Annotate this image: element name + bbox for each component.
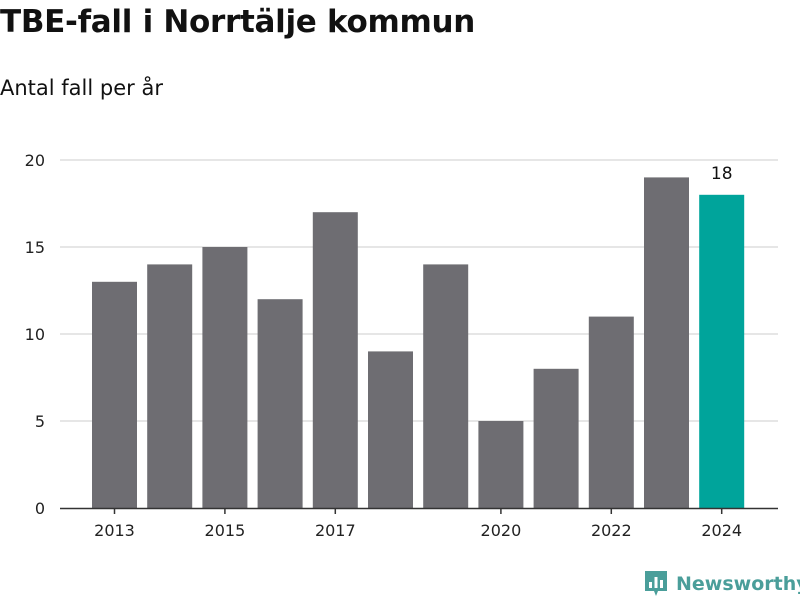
bar-2023 [644, 177, 689, 508]
chart-subtitle: Antal fall per år [0, 76, 163, 100]
x-tick-label: 2015 [205, 521, 246, 540]
bar-2016 [257, 299, 303, 508]
data-label-2024: 18 [711, 164, 733, 184]
axis-labels: 0 5 10 15 20 18 2013 2015 2017 2020 2022 2024 [25, 151, 742, 540]
chart-title: TBE-fall i Norrtälje kommun [0, 4, 476, 40]
newsworthy-logo-icon [645, 571, 667, 596]
bars [92, 177, 745, 509]
bar-2018 [368, 351, 413, 508]
y-tick-label: 10 [25, 325, 45, 344]
x-tick-label: 2020 [481, 521, 522, 540]
y-tick-label: 20 [25, 151, 45, 170]
x-tick-label: 2022 [591, 521, 632, 540]
x-tick-label: 2017 [315, 521, 356, 540]
bar-2014 [147, 264, 193, 508]
y-tick-label: 15 [25, 238, 45, 257]
x-axis [60, 507, 778, 514]
bar-chart: 0 5 10 15 20 18 2013 2015 2017 2020 2022 2024 [25, 151, 778, 540]
bar-2015 [202, 247, 248, 508]
y-tick-label: 5 [35, 412, 45, 431]
newsworthy-brand: Newsworthy [644, 568, 800, 600]
bar-2022 [588, 316, 634, 508]
y-tick-label: 0 [35, 499, 45, 518]
bar-2021 [533, 368, 579, 508]
bar-2017 [312, 212, 358, 508]
x-tick-label: 2013 [94, 521, 135, 540]
bar-2019 [423, 264, 469, 508]
bar-2013 [92, 281, 137, 508]
bar-2020 [478, 421, 524, 508]
x-tick-label: 2024 [701, 521, 742, 540]
brand-name: Newsworthy [676, 573, 800, 595]
bar-2024 [699, 194, 745, 509]
